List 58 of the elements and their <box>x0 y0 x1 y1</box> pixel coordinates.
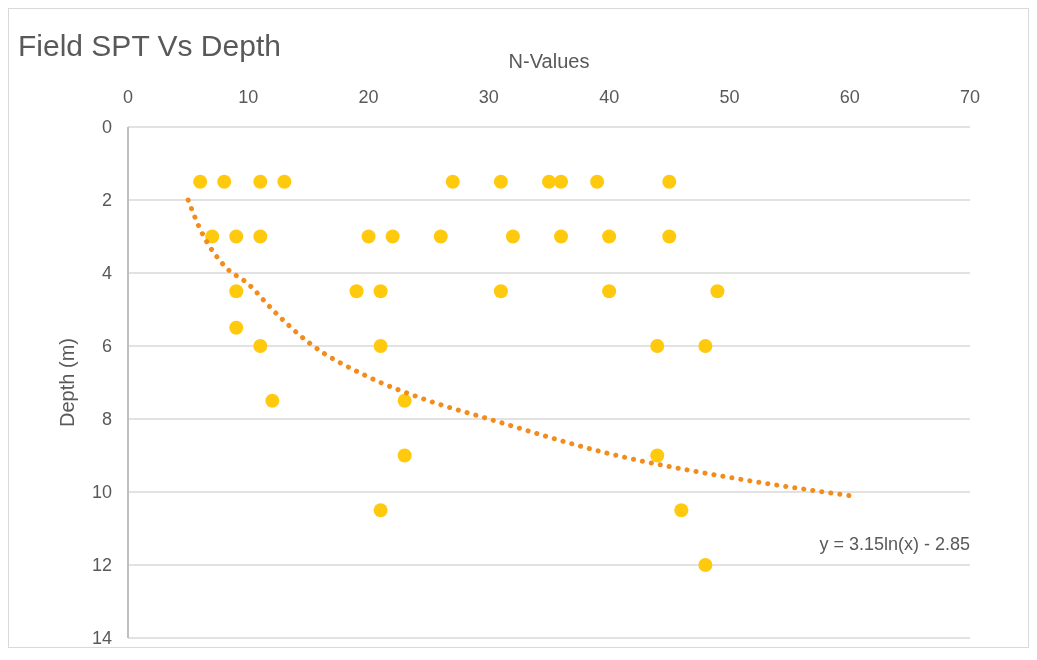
point <box>445 174 460 189</box>
x-tick-label: 40 <box>599 87 620 107</box>
point <box>554 229 569 244</box>
point <box>433 229 448 244</box>
point <box>253 339 268 353</box>
y-tick-label: 4 <box>101 263 112 283</box>
y-tick-label: 14 <box>91 628 112 648</box>
point <box>493 174 508 189</box>
point <box>373 503 388 518</box>
y-tick-label: 0 <box>101 117 112 137</box>
point <box>229 229 244 244</box>
x-tick-label: 50 <box>719 87 740 107</box>
point <box>698 558 713 572</box>
point <box>602 229 617 244</box>
point <box>253 174 268 189</box>
point <box>662 174 677 189</box>
point <box>505 229 520 244</box>
annotation: y = 3.15ln(x) - 2.85 <box>819 534 970 554</box>
point <box>373 284 388 299</box>
point <box>710 284 725 299</box>
x-tick-label: 60 <box>839 87 860 107</box>
y-tick-label: 10 <box>91 482 112 502</box>
point <box>542 174 556 189</box>
point <box>698 339 713 353</box>
y-axis-title: Depth (m) <box>56 338 78 427</box>
point <box>205 229 220 244</box>
point <box>361 229 376 244</box>
point <box>385 229 400 244</box>
point <box>493 284 508 299</box>
x-tick-label: 10 <box>238 87 259 107</box>
point <box>590 174 605 189</box>
point <box>602 284 617 299</box>
x-tick-label: 30 <box>478 87 499 107</box>
point <box>397 393 412 408</box>
point <box>217 174 232 189</box>
point <box>397 448 412 463</box>
chart-title: Field SPT Vs Depth <box>18 29 281 62</box>
point <box>229 320 244 335</box>
point <box>650 339 665 353</box>
y-tick-label: 8 <box>101 409 112 429</box>
x-axis-title: N-Values <box>508 50 590 72</box>
x-tick-label: 0 <box>122 87 134 107</box>
point <box>650 448 665 463</box>
point <box>349 284 364 299</box>
point <box>265 393 280 408</box>
point <box>277 174 292 189</box>
point <box>554 174 569 189</box>
point <box>253 229 268 244</box>
point <box>193 174 208 189</box>
point <box>373 339 388 353</box>
y-tick-label: 6 <box>101 336 112 356</box>
x-tick-label: 20 <box>358 87 379 107</box>
x-tick-label: 70 <box>959 87 981 107</box>
point <box>229 284 244 299</box>
point <box>662 229 677 244</box>
y-tick-label: 2 <box>101 190 112 210</box>
y-tick-label: 12 <box>91 555 112 575</box>
point <box>674 503 689 518</box>
